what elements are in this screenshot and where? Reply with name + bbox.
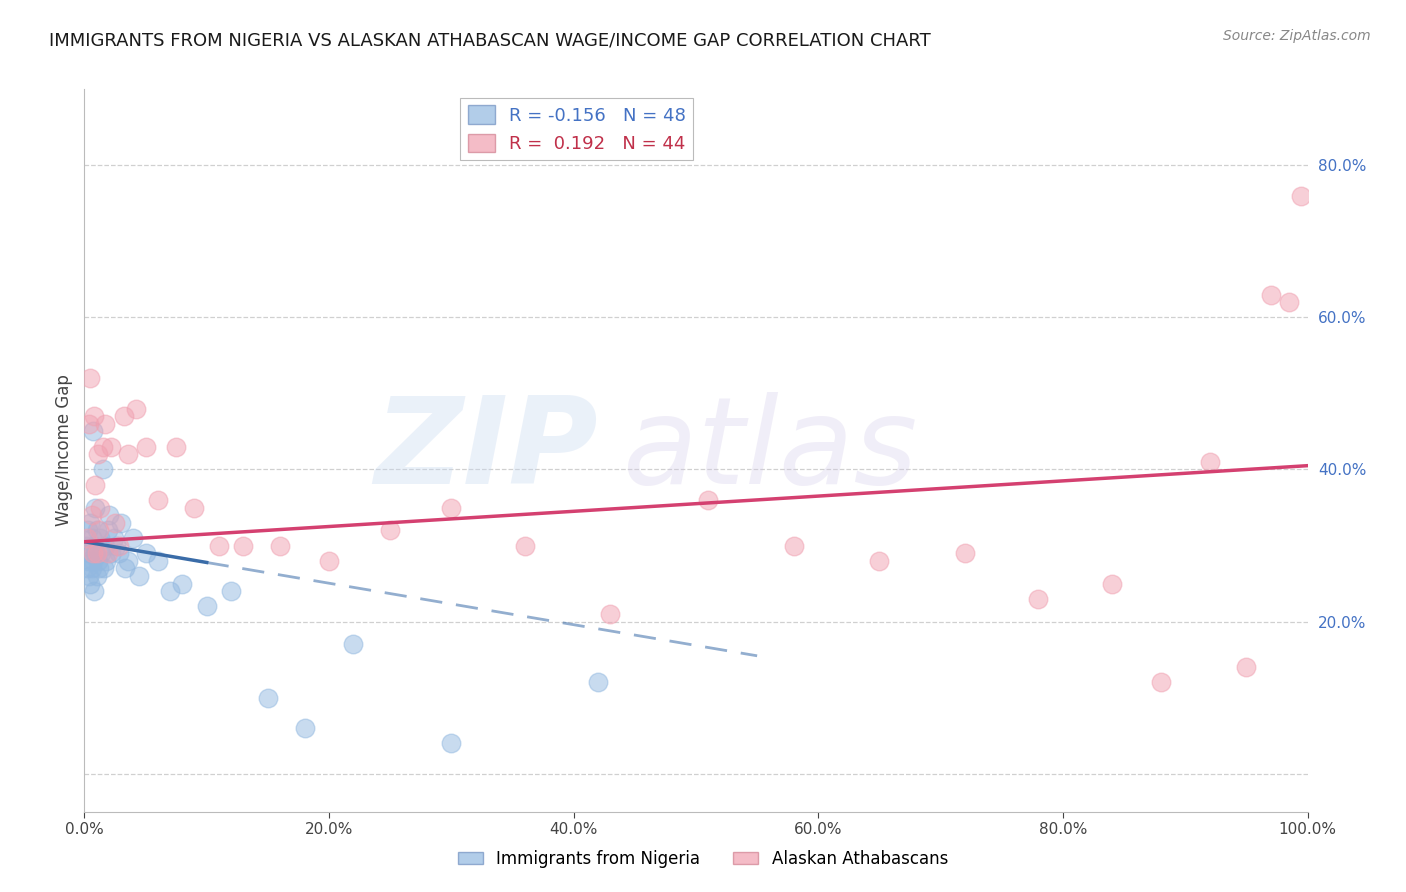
Point bbox=[783, 539, 806, 553]
Point bbox=[77, 546, 100, 560]
Point bbox=[294, 721, 316, 735]
Point bbox=[1260, 287, 1282, 301]
Point bbox=[183, 500, 205, 515]
Point bbox=[97, 508, 120, 522]
Point bbox=[107, 546, 129, 560]
Point bbox=[87, 561, 110, 575]
Point bbox=[86, 546, 108, 560]
Point bbox=[269, 539, 291, 553]
Point bbox=[440, 500, 463, 515]
Point bbox=[513, 539, 536, 553]
Point bbox=[76, 531, 98, 545]
Point bbox=[146, 554, 169, 568]
Point bbox=[165, 440, 187, 454]
Point bbox=[79, 371, 101, 385]
Point bbox=[586, 675, 609, 690]
Point bbox=[84, 477, 107, 491]
Point bbox=[1150, 675, 1173, 690]
Point bbox=[232, 539, 254, 553]
Point bbox=[79, 516, 101, 530]
Point bbox=[103, 531, 125, 545]
Point bbox=[110, 516, 132, 530]
Point bbox=[318, 554, 340, 568]
Point bbox=[117, 447, 139, 461]
Point bbox=[1198, 455, 1220, 469]
Point bbox=[195, 599, 218, 614]
Point bbox=[208, 539, 231, 553]
Point bbox=[114, 561, 136, 575]
Point bbox=[342, 637, 364, 651]
Point bbox=[84, 500, 107, 515]
Point bbox=[97, 546, 120, 560]
Point bbox=[75, 539, 97, 553]
Point bbox=[146, 492, 169, 507]
Point bbox=[80, 508, 103, 522]
Point bbox=[107, 539, 129, 553]
Y-axis label: Wage/Income Gap: Wage/Income Gap bbox=[55, 375, 73, 526]
Point bbox=[89, 500, 111, 515]
Point bbox=[96, 554, 118, 568]
Point bbox=[599, 607, 621, 621]
Point bbox=[100, 440, 122, 454]
Text: ZIP: ZIP bbox=[374, 392, 598, 509]
Text: Source: ZipAtlas.com: Source: ZipAtlas.com bbox=[1223, 29, 1371, 43]
Point bbox=[112, 409, 135, 424]
Text: atlas: atlas bbox=[623, 392, 918, 509]
Point bbox=[82, 554, 104, 568]
Point bbox=[87, 554, 110, 568]
Point bbox=[87, 447, 110, 461]
Point bbox=[440, 736, 463, 750]
Point bbox=[83, 539, 105, 553]
Point bbox=[100, 546, 122, 560]
Point bbox=[117, 554, 139, 568]
Text: IMMIGRANTS FROM NIGERIA VS ALASKAN ATHABASCAN WAGE/INCOME GAP CORRELATION CHART: IMMIGRANTS FROM NIGERIA VS ALASKAN ATHAB… bbox=[49, 31, 931, 49]
Point bbox=[93, 561, 115, 575]
Point bbox=[257, 690, 280, 705]
Point bbox=[697, 492, 720, 507]
Point bbox=[172, 576, 194, 591]
Point bbox=[79, 576, 101, 591]
Point bbox=[82, 425, 104, 439]
Point bbox=[86, 569, 108, 583]
Point bbox=[77, 417, 100, 431]
Point bbox=[82, 546, 104, 560]
Point bbox=[80, 561, 103, 575]
Point bbox=[159, 584, 181, 599]
Point bbox=[1101, 576, 1123, 591]
Point bbox=[1236, 660, 1258, 674]
Point bbox=[76, 561, 98, 575]
Point bbox=[135, 546, 157, 560]
Point bbox=[83, 584, 105, 599]
Point bbox=[122, 531, 145, 545]
Legend: Immigrants from Nigeria, Alaskan Athabascans: Immigrants from Nigeria, Alaskan Athabas… bbox=[451, 844, 955, 875]
Point bbox=[94, 539, 117, 553]
Point bbox=[128, 569, 150, 583]
Point bbox=[80, 531, 103, 545]
Point bbox=[125, 401, 148, 416]
Legend: R = -0.156   N = 48, R =  0.192   N = 44: R = -0.156 N = 48, R = 0.192 N = 44 bbox=[460, 98, 693, 161]
Point bbox=[219, 584, 242, 599]
Point bbox=[869, 554, 891, 568]
Point bbox=[84, 546, 107, 560]
Point bbox=[86, 524, 108, 538]
Point bbox=[105, 539, 128, 553]
Point bbox=[77, 554, 100, 568]
Point bbox=[89, 531, 111, 545]
Point bbox=[77, 569, 100, 583]
Point bbox=[94, 417, 117, 431]
Point bbox=[87, 524, 110, 538]
Point bbox=[90, 546, 112, 560]
Point bbox=[1278, 295, 1301, 310]
Point bbox=[91, 462, 114, 476]
Point bbox=[1028, 591, 1050, 606]
Point bbox=[135, 440, 157, 454]
Point bbox=[380, 524, 402, 538]
Point bbox=[104, 516, 127, 530]
Point bbox=[1291, 188, 1313, 202]
Point bbox=[953, 546, 976, 560]
Point bbox=[77, 524, 100, 538]
Point bbox=[97, 524, 120, 538]
Point bbox=[83, 409, 105, 424]
Point bbox=[91, 440, 114, 454]
